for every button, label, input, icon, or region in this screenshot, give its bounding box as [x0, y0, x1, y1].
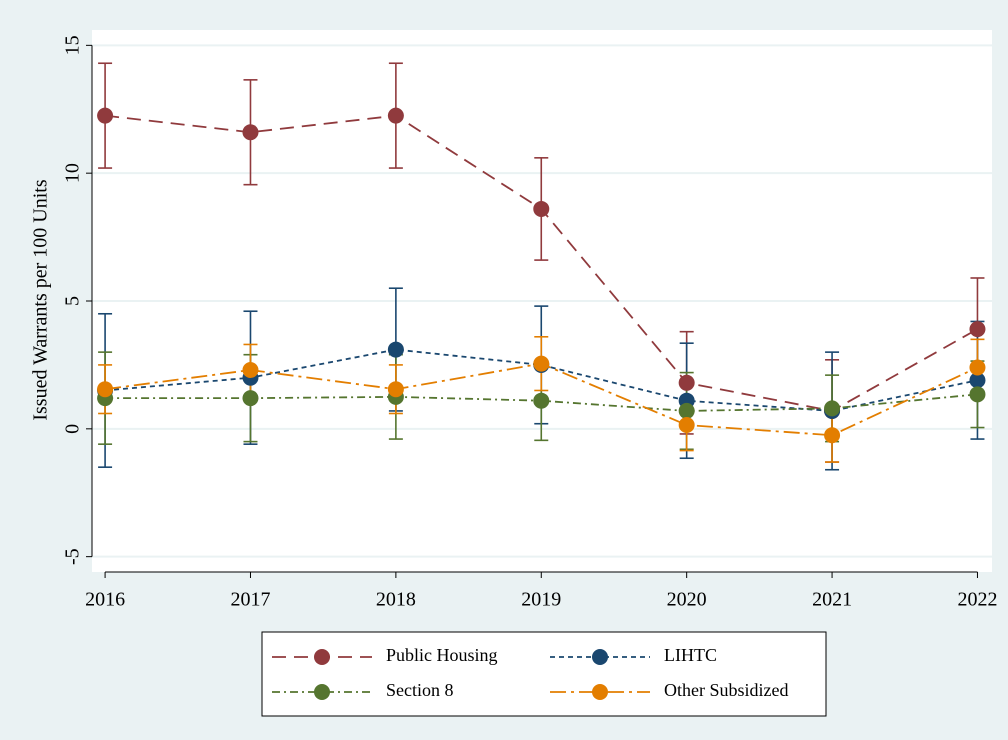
marker	[969, 359, 986, 376]
marker	[533, 355, 550, 372]
marker	[969, 321, 986, 338]
marker	[533, 392, 550, 409]
marker	[387, 381, 404, 398]
legend-label: Section 8	[386, 680, 454, 700]
x-tick-label: 2018	[376, 589, 416, 611]
marker	[387, 107, 404, 124]
marker	[242, 390, 259, 407]
marker	[387, 341, 404, 358]
y-tick-label: 10	[62, 163, 84, 183]
marker	[824, 400, 841, 417]
x-tick-label: 2022	[957, 589, 997, 611]
marker	[97, 107, 114, 124]
x-tick-label: 2017	[230, 589, 270, 611]
marker	[678, 402, 695, 419]
marker	[678, 374, 695, 391]
x-tick-label: 2020	[667, 589, 707, 611]
x-tick-label: 2021	[812, 589, 852, 611]
y-tick-label: 5	[62, 296, 84, 306]
y-tick-label: 0	[62, 424, 84, 434]
legend-label: Other Subsidized	[664, 680, 788, 700]
legend-label: Public Housing	[386, 645, 498, 665]
marker	[678, 416, 695, 433]
marker	[969, 372, 986, 389]
legend-marker	[314, 649, 330, 665]
marker	[242, 124, 259, 141]
y-tick-label: 15	[62, 35, 84, 55]
y-axis-title: Issued Warrants per 100 Units	[30, 179, 52, 421]
legend-marker	[592, 684, 608, 700]
legend-box	[261, 631, 827, 717]
y-tick-label: -5	[62, 548, 84, 565]
legend-marker	[314, 684, 330, 700]
marker	[824, 427, 841, 444]
marker	[969, 386, 986, 403]
x-tick-label: 2019	[521, 589, 561, 611]
legend-marker	[592, 649, 608, 665]
marker	[533, 200, 550, 217]
marker	[97, 381, 114, 398]
marker	[242, 362, 259, 379]
x-tick-label: 2016	[85, 589, 125, 611]
legend-label: LIHTC	[664, 645, 717, 665]
